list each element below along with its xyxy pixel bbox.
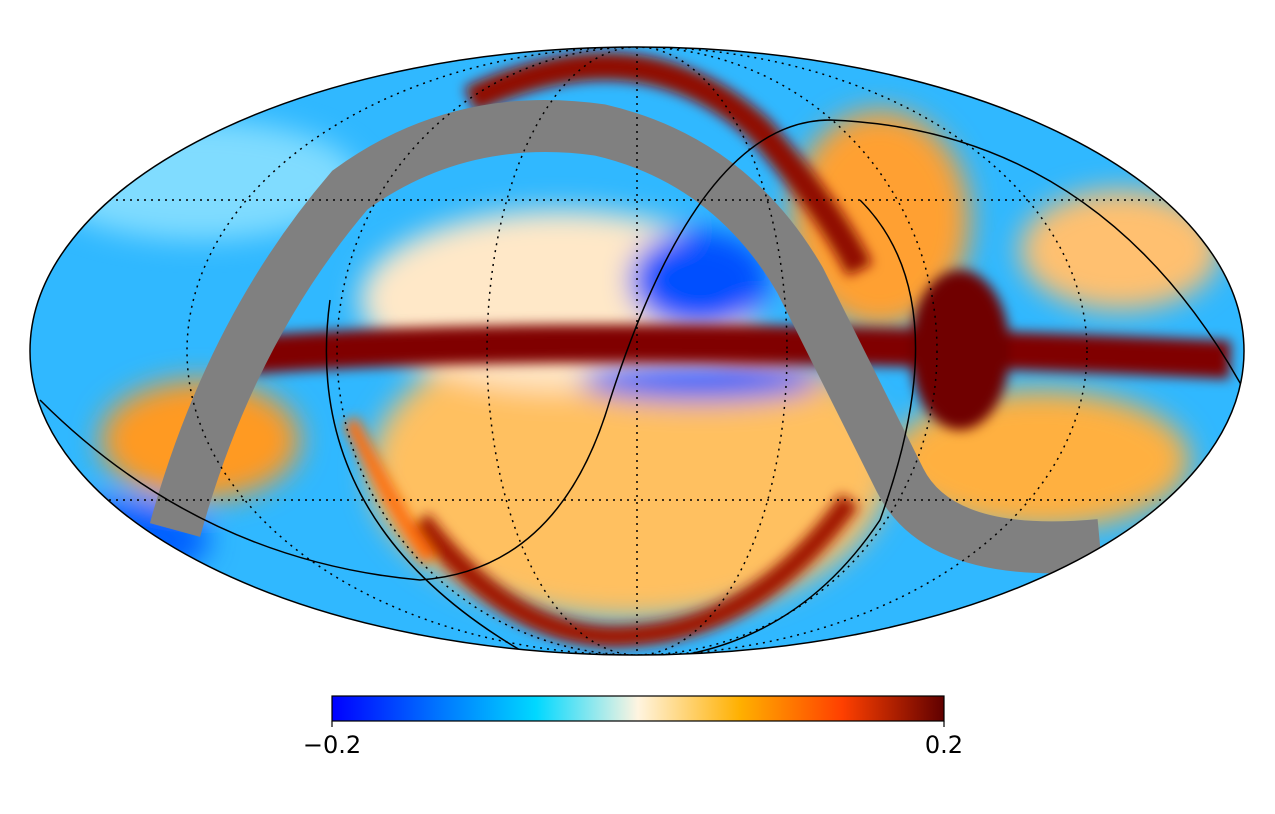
map-border (29, 46, 1245, 656)
colorbar-tick-label: −0.2 (303, 731, 361, 759)
colorbar-tick-label: 0.2 (925, 731, 963, 759)
masked-region (149, 100, 1103, 574)
colorbar (331, 695, 945, 722)
